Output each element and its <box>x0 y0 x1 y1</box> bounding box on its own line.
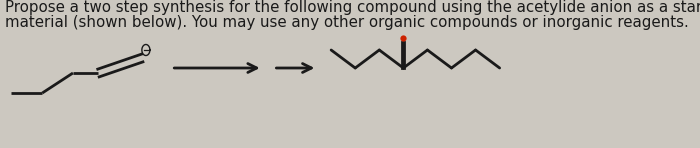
Text: material (shown below). You may use any other organic compounds or inorganic rea: material (shown below). You may use any … <box>5 15 689 30</box>
Text: Propose a two step synthesis for the following compound using the acetylide anio: Propose a two step synthesis for the fol… <box>5 0 700 15</box>
